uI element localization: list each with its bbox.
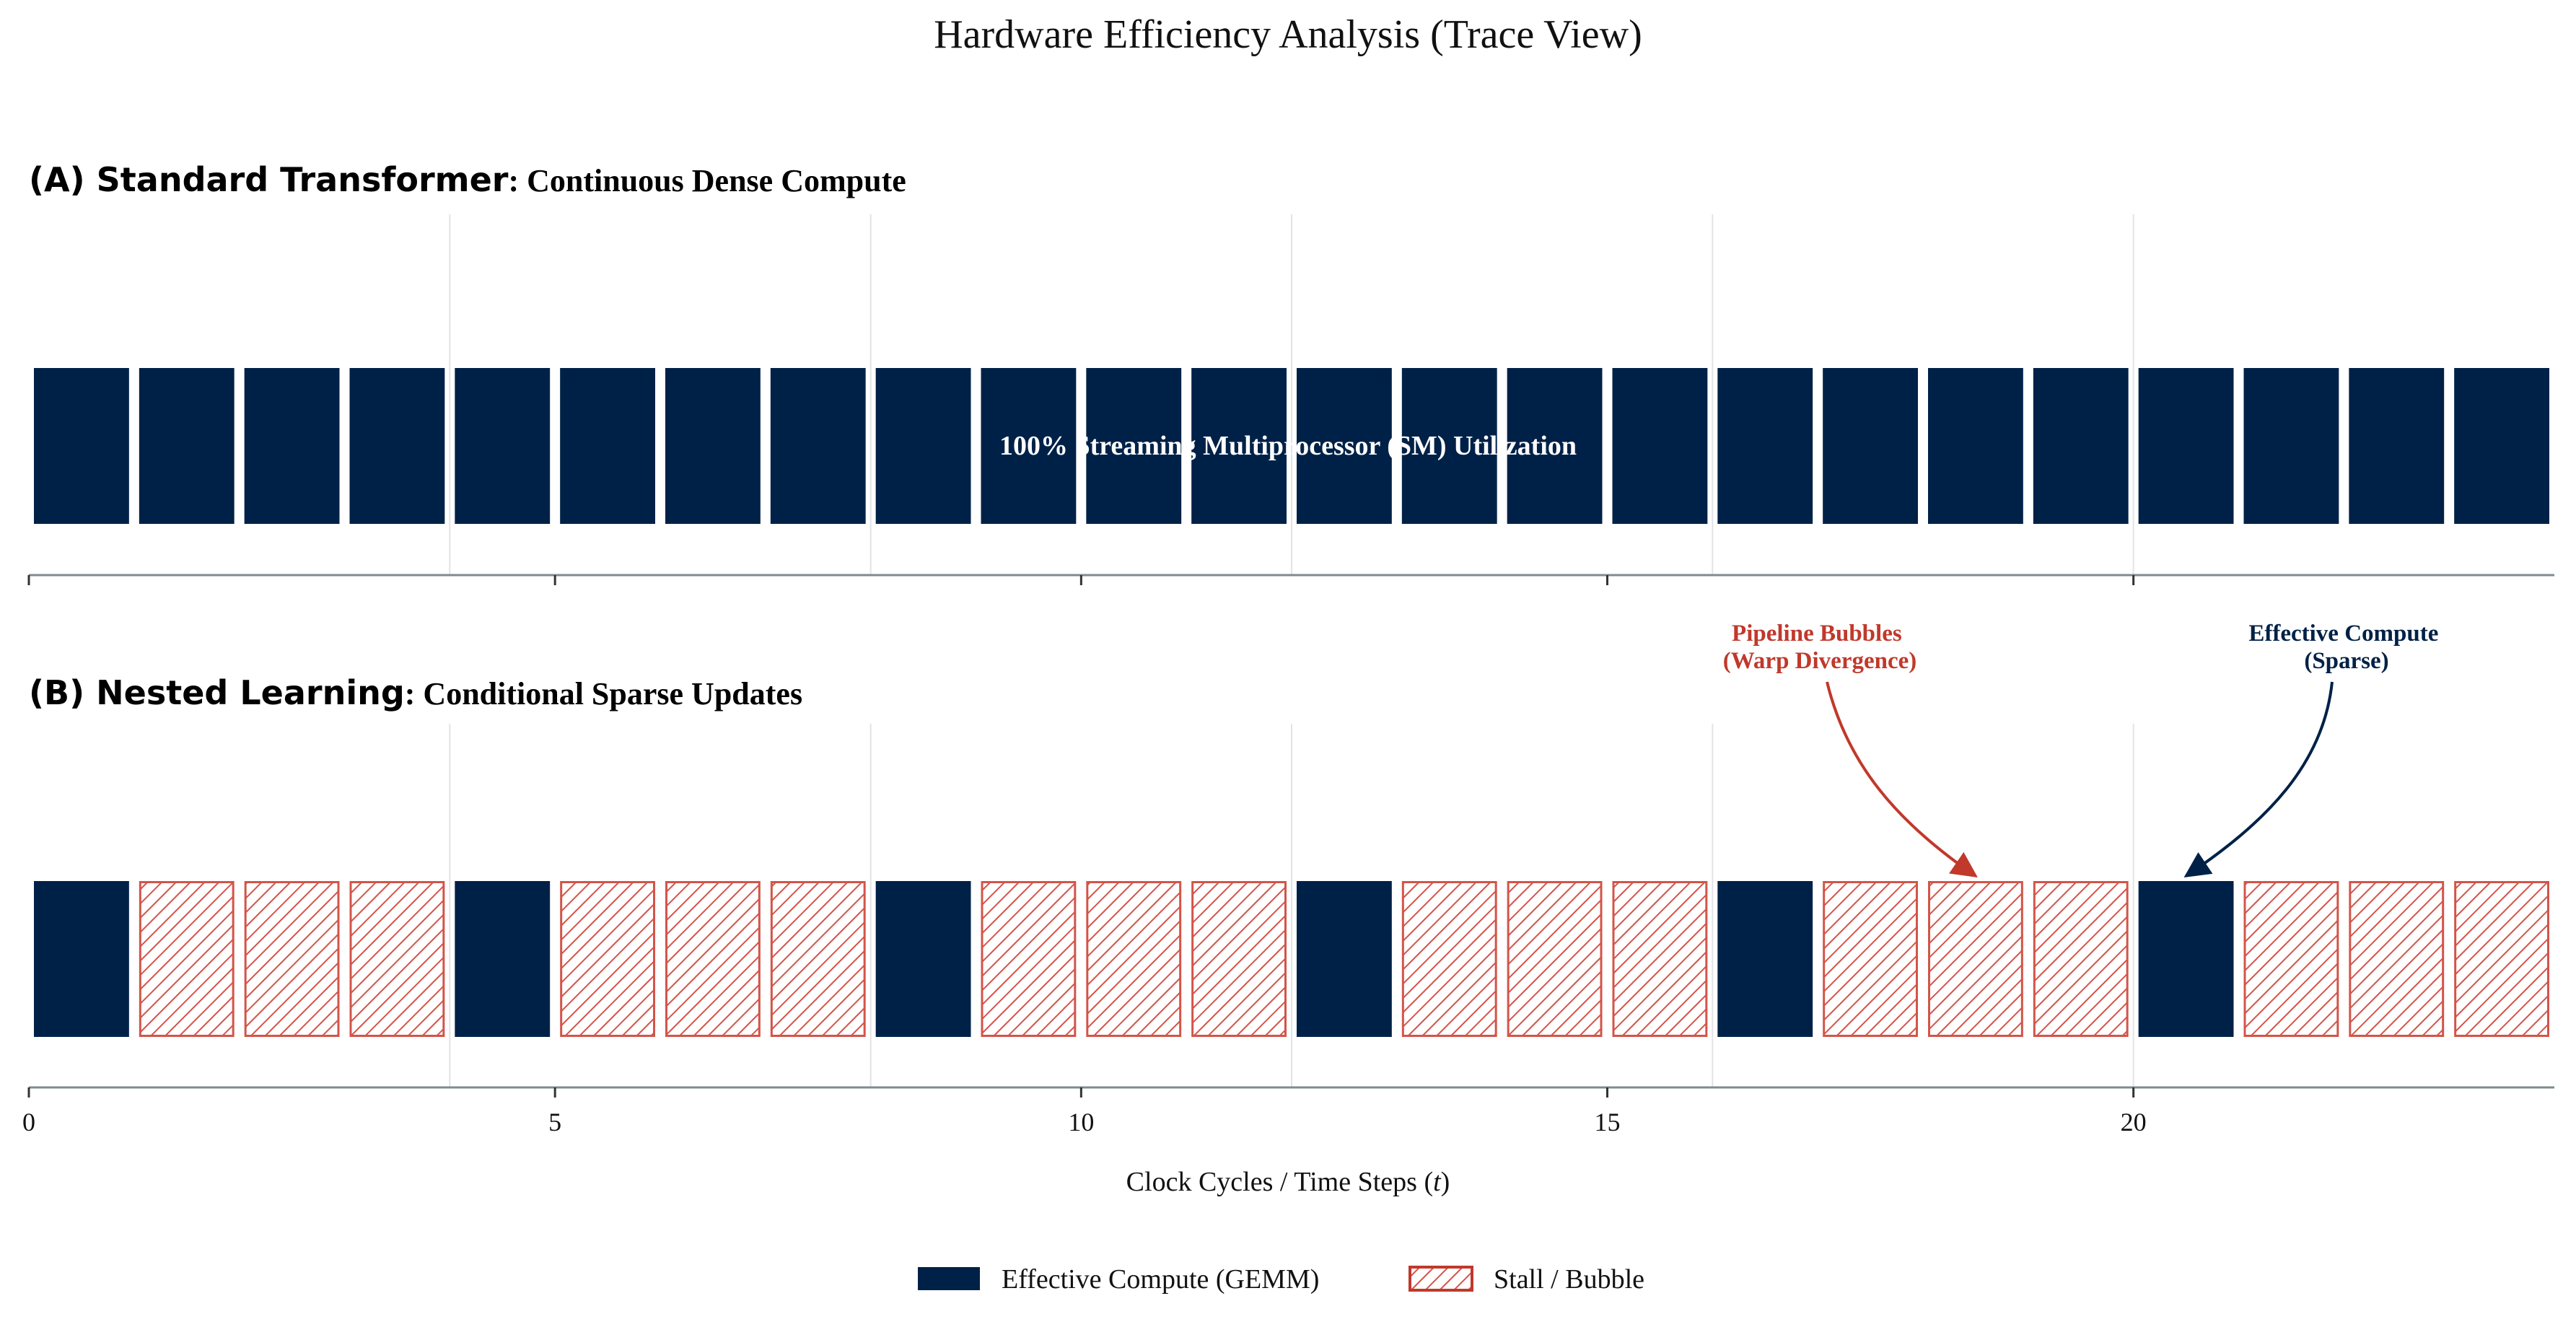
panel-a-plot	[27, 214, 2554, 585]
panel-b-title: (B) Nested Learning: Conditional Sparse …	[29, 673, 802, 712]
panel-b-plot	[27, 724, 2554, 1098]
panel-b-label: (B) Nested Learning	[29, 673, 405, 712]
stall-bar	[1086, 881, 1182, 1037]
tick-label: 10	[1068, 1108, 1094, 1137]
compute-bar	[770, 368, 866, 524]
stall-bar	[560, 881, 656, 1037]
compute-bar	[2349, 368, 2445, 524]
annotation-effective-compute: Effective Compute (Sparse)	[2183, 621, 2444, 878]
compute-bar	[1717, 368, 1813, 524]
legend-compute-label: Effective Compute (GEMM)	[1002, 1264, 1319, 1295]
compute-bar	[244, 368, 340, 524]
compute-bar	[1191, 368, 1287, 524]
compute-bar	[1612, 368, 1708, 524]
stall-bar	[770, 881, 866, 1037]
compute-bar	[1823, 368, 1918, 524]
compute-bar	[34, 881, 129, 1037]
annotation-pipeline-line1: Pipeline Bubbles	[1732, 621, 1902, 647]
panel-a-label: (A) Standard Transformer	[29, 160, 509, 199]
legend: Effective Compute (GEMM) Stall / Bubble	[918, 1264, 1644, 1295]
annotation-pipeline-arrow	[1826, 681, 1978, 878]
tick-label: 0	[22, 1108, 35, 1137]
compute-bar	[455, 368, 551, 524]
stall-bar	[244, 881, 340, 1037]
compute-bar	[1717, 881, 1813, 1037]
compute-bar	[34, 368, 129, 524]
panel-a-subtitle: : Continuous Dense Compute	[508, 163, 906, 198]
legend-stall-swatch	[1409, 1266, 1473, 1292]
stall-bar	[1191, 881, 1287, 1037]
compute-bar	[665, 368, 761, 524]
compute-bar	[1297, 368, 1392, 524]
stall-bar	[1507, 881, 1603, 1037]
stall-bar	[1823, 881, 1919, 1037]
compute-bar	[1401, 368, 1497, 524]
compute-bar	[1086, 368, 1182, 524]
compute-bar	[2138, 881, 2234, 1037]
stall-bar	[665, 881, 761, 1037]
x-axis-ticks: 0 5 10 15 20	[22, 1108, 2147, 1137]
tick-label: 15	[1595, 1108, 1621, 1137]
compute-bar	[2243, 368, 2339, 524]
stall-bar	[349, 881, 445, 1037]
stall-bar	[1928, 881, 2023, 1037]
compute-bar	[2454, 368, 2549, 524]
panel-b-subtitle: : Conditional Sparse Updates	[405, 676, 802, 711]
compute-bar	[455, 881, 551, 1037]
annotation-pipeline-line2: (Warp Divergence)	[1723, 648, 1917, 674]
x-axis-label-text: Clock Cycles / Time Steps (	[1126, 1167, 1433, 1197]
stall-bar	[2243, 881, 2339, 1037]
stall-bar	[981, 881, 1077, 1037]
annotation-effective-line1: Effective Compute	[2248, 621, 2438, 647]
compute-bar	[1507, 368, 1603, 524]
legend-compute-swatch	[918, 1267, 980, 1290]
annotation-effective-arrow	[2183, 681, 2334, 878]
compute-bar	[875, 368, 971, 524]
annotation-effective-line2: (Sparse)	[2304, 648, 2388, 674]
annotation-pipeline-bubbles: Pipeline Bubbles (Warp Divergence)	[1723, 621, 1978, 878]
svg-text:Effective Compute (Spars: Effective Compute (Sparse)	[2248, 621, 2444, 674]
tick-label: 5	[548, 1108, 561, 1137]
compute-bar	[560, 368, 655, 524]
compute-bar	[1928, 368, 2023, 524]
compute-bar	[139, 368, 235, 524]
x-axis-label-close: )	[1441, 1167, 1450, 1197]
chart-title: Hardware Efficiency Analysis (Trace View…	[934, 12, 1642, 57]
svg-text:Pipeline Bubbles (Warp D: Pipeline Bubbles (Warp Divergence)	[1723, 621, 1917, 674]
compute-bar	[1297, 881, 1392, 1037]
compute-bar	[981, 368, 1077, 524]
stall-bar	[1612, 881, 1708, 1037]
x-axis-label-var: t	[1433, 1167, 1442, 1197]
stall-bar	[2033, 881, 2129, 1037]
utilization-label: 100% Streaming Multiprocessor (SM) Utili…	[999, 431, 1577, 461]
compute-bar	[875, 881, 971, 1037]
tick-label: 20	[2121, 1108, 2147, 1137]
stall-bar	[2349, 881, 2445, 1037]
compute-bar	[2138, 368, 2234, 524]
x-axis-label: Clock Cycles / Time Steps (t)	[1126, 1167, 1450, 1197]
stall-bar	[139, 881, 235, 1037]
compute-bar	[349, 368, 445, 524]
compute-bar	[2033, 368, 2129, 524]
legend-stall-label: Stall / Bubble	[1494, 1264, 1644, 1295]
stall-bar	[1401, 881, 1497, 1037]
stall-bar	[2454, 881, 2550, 1037]
panel-a-title: (A) Standard Transformer: Continuous Den…	[29, 160, 906, 199]
